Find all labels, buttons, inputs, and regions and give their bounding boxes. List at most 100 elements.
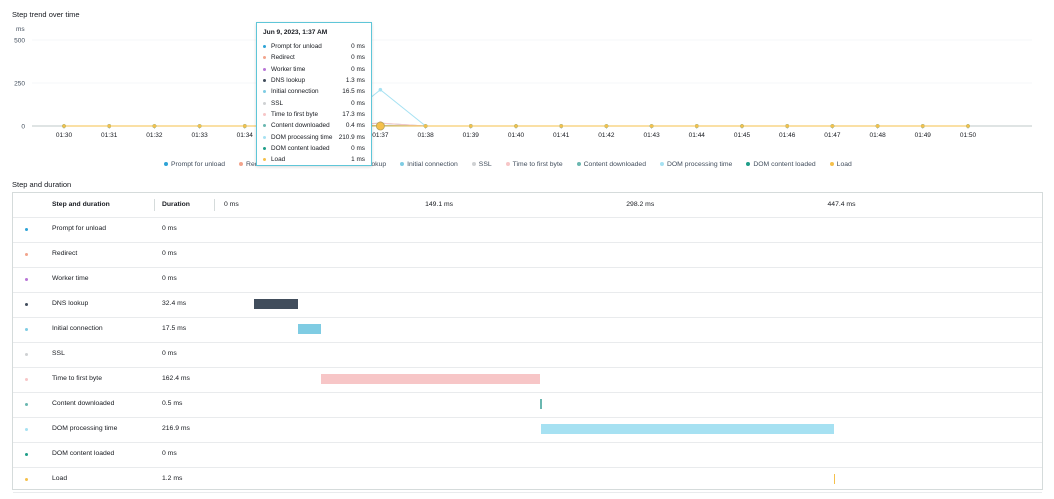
legend-dot-icon [471, 162, 476, 166]
timeline-tick-label: 149.1 ms [425, 201, 454, 208]
timeline-tick-label: 0 ms [224, 201, 239, 208]
step-dot-icon [25, 278, 28, 281]
table-row[interactable]: DOM content loaded 0 ms [13, 442, 1042, 468]
data-point[interactable] [785, 124, 789, 128]
table-row[interactable]: DNS lookup 32.4 ms [13, 292, 1042, 318]
step-duration: 1.2 ms [162, 475, 183, 482]
table-row[interactable]: Redirect 0 ms [13, 242, 1042, 268]
table-row[interactable]: DOM processing time 216.9 ms [13, 417, 1042, 443]
duration-bar[interactable] [540, 399, 542, 409]
tooltip-label: Prompt for unload [271, 43, 322, 51]
legend-item[interactable]: Time to first byte [505, 158, 563, 170]
data-point[interactable] [378, 87, 383, 92]
tooltip-label: Content downloaded [271, 122, 330, 130]
data-point[interactable] [107, 124, 111, 128]
duration-bar[interactable] [253, 299, 298, 309]
data-point[interactable] [197, 124, 202, 128]
data-point[interactable] [559, 124, 563, 128]
header-separator [154, 199, 155, 211]
data-point[interactable] [695, 124, 699, 128]
header-separator [214, 199, 215, 211]
duration-bar[interactable] [321, 374, 541, 384]
tooltip-row: Content downloaded 0.4 ms [263, 120, 365, 131]
step-name: DOM content loaded [52, 450, 115, 457]
legend-label: DOM processing time [666, 160, 733, 168]
tooltip-row: Worker time 0 ms [263, 64, 365, 75]
step-duration-table: Step and duration Duration 0 ms 149.1 ms 2… [12, 192, 1043, 493]
header-duration[interactable]: Duration [162, 201, 190, 208]
data-point[interactable] [423, 124, 428, 128]
data-point[interactable] [469, 124, 473, 128]
timeline-tick-label: 447.4 ms [827, 201, 856, 208]
table-row[interactable]: Prompt for unload 0 ms [13, 217, 1042, 243]
highlighted-point[interactable] [375, 121, 385, 131]
step-dot-icon [25, 428, 28, 431]
duration-bar[interactable] [833, 474, 836, 484]
duration-bar[interactable] [297, 324, 322, 334]
data-point[interactable] [875, 124, 880, 128]
table-row[interactable]: Worker time 0 ms [13, 267, 1042, 293]
tooltip-row: Redirect 0 ms [263, 52, 365, 63]
legend-item[interactable]: Content downloaded [576, 158, 646, 170]
step-name: Worker time [52, 275, 89, 282]
legend-label: Time to first byte [512, 160, 563, 168]
step-name: Redirect [52, 250, 78, 257]
tooltip-dot-icon [263, 124, 266, 128]
x-tick-label: 01:48 [869, 132, 886, 139]
data-point[interactable] [649, 124, 654, 128]
table-row[interactable]: Time to first byte 162.4 ms [13, 367, 1042, 393]
x-tick-label: 01:37 [372, 132, 389, 139]
x-tick-label: 01:50 [960, 132, 977, 139]
y-tick-label: 500 [14, 38, 25, 45]
x-tick-label: 01:38 [417, 132, 434, 139]
step-name: Prompt for unload [52, 225, 107, 232]
step-name: Load [52, 475, 68, 482]
legend-item[interactable]: DOM content loaded [746, 158, 816, 170]
tooltip-dot-icon [263, 56, 266, 60]
legend-item[interactable]: Prompt for unload [164, 158, 225, 170]
table-row[interactable]: Content downloaded 0.5 ms [13, 392, 1042, 418]
tooltip-label: Load [271, 156, 286, 164]
tooltip-dot-icon [263, 158, 266, 162]
tooltip-dot-icon [263, 101, 266, 105]
tooltip-dot-icon [263, 67, 266, 71]
duration-bar[interactable] [541, 424, 834, 434]
data-point[interactable] [921, 124, 925, 128]
data-point[interactable] [830, 124, 835, 128]
tooltip-value: 0 ms [351, 54, 365, 62]
table-row[interactable]: SSL 0 ms [13, 342, 1042, 368]
table-row[interactable]: Initial connection 17.5 ms [13, 317, 1042, 343]
legend-item[interactable]: SSL [471, 158, 492, 170]
x-tick-label: 01:43 [643, 132, 660, 139]
data-point[interactable] [604, 124, 609, 128]
step-name: Content downloaded [52, 400, 115, 407]
tooltip-label: SSL [271, 99, 284, 107]
step-dot-icon [25, 478, 28, 481]
trend-title: Step trend over time [12, 10, 80, 19]
tooltip-row: SSL 0 ms [263, 97, 365, 108]
step-dot-icon [25, 228, 28, 231]
step-name: SSL [52, 350, 65, 357]
data-point[interactable] [966, 124, 970, 128]
legend-item[interactable]: DOM processing time [659, 158, 733, 170]
step-name: Initial connection [52, 325, 103, 332]
data-point[interactable] [243, 124, 247, 128]
header-step[interactable]: Step and duration [52, 201, 110, 208]
data-point[interactable] [740, 124, 744, 128]
tooltip-row: DOM content loaded 0 ms [263, 143, 365, 154]
timeline-tick-label: 298.2 ms [626, 201, 655, 208]
legend-item[interactable]: Initial connection [400, 158, 458, 170]
step-duration: 0 ms [162, 250, 177, 257]
x-tick-label: 01:34 [237, 132, 254, 139]
tooltip-value: 1.3 ms [345, 77, 365, 85]
legend-item[interactable]: Load [829, 158, 852, 170]
data-point[interactable] [514, 124, 518, 128]
table-row[interactable]: Load 1.2 ms [13, 467, 1042, 493]
data-point[interactable] [152, 124, 157, 128]
data-point[interactable] [62, 124, 66, 128]
legend-label: DOM content loaded [753, 160, 816, 168]
tooltip-label: DOM content loaded [271, 144, 330, 152]
y-tick-label: 250 [14, 81, 25, 88]
x-tick-label: 01:45 [734, 132, 751, 139]
step-dot-icon [25, 253, 28, 256]
